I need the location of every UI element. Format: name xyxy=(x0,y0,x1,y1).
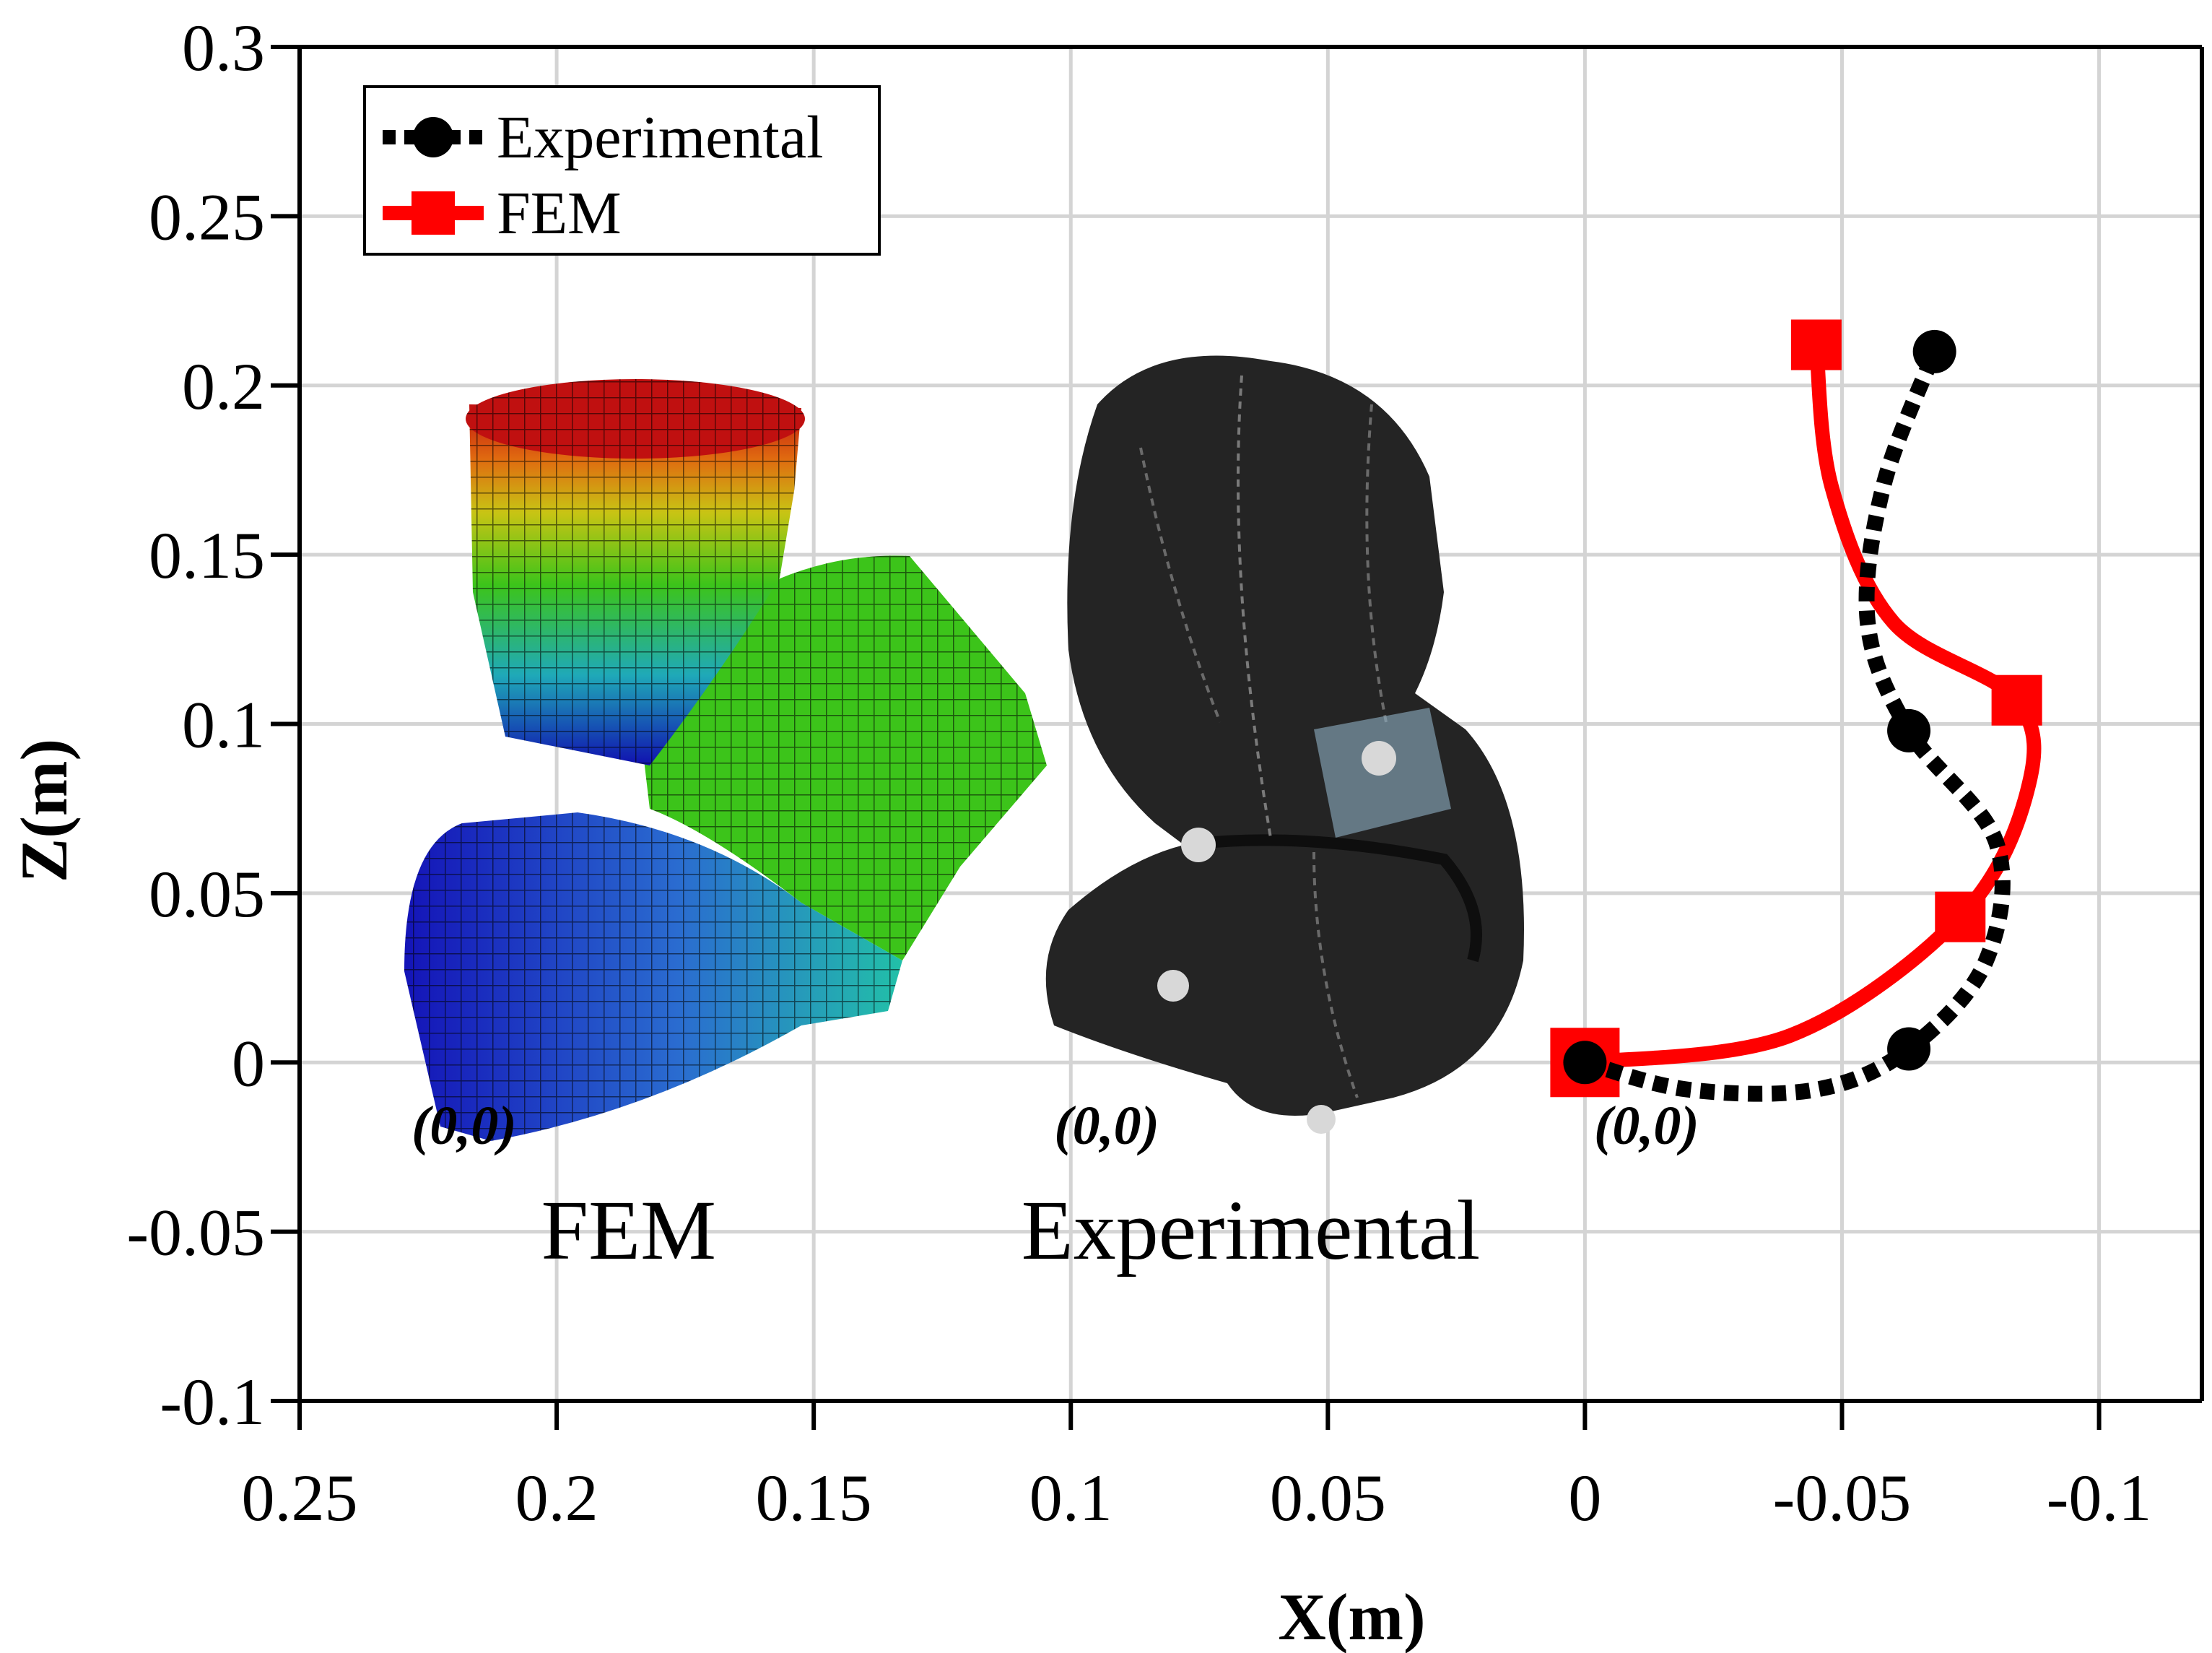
x-tick-label: -0.1 xyxy=(2047,1461,2152,1535)
series-line-fem xyxy=(1584,344,2042,1070)
axes xyxy=(271,45,2204,1430)
legend: Experimental FEM xyxy=(363,85,881,256)
y-tick-label: 0.2 xyxy=(182,350,265,423)
x-tick-label: 0.2 xyxy=(515,1461,598,1535)
labels: 0.25 0.2 0.15 0.1 0.05 0 -0.05 -0.1 0.3 0.25 0.2 0.… xyxy=(7,11,2151,1653)
y-tick-label: 0.3 xyxy=(182,11,265,84)
y-tick-label: -0.1 xyxy=(160,1365,265,1439)
x-tick-label: 0.15 xyxy=(756,1461,872,1535)
experimental-robot-image xyxy=(1045,355,1524,1134)
data-point-experimental xyxy=(1887,708,1931,752)
x-tick-label: 0.25 xyxy=(242,1461,358,1535)
fem-model-image xyxy=(404,379,1047,1141)
x-tick-label: 0.1 xyxy=(1029,1461,1112,1535)
caption-fem: FEM xyxy=(541,1183,716,1277)
x-axis-label: X(m) xyxy=(1278,1580,1425,1653)
data-point-fem xyxy=(1935,891,1986,942)
data-point-fem xyxy=(1790,319,1842,370)
y-tick-label: 0 xyxy=(232,1026,265,1100)
origin-annotation: (0,0) xyxy=(412,1096,517,1156)
x-tick-label: -0.05 xyxy=(1773,1461,1912,1535)
series xyxy=(1550,319,2042,1102)
y-tick-label: 0.05 xyxy=(149,857,265,931)
data-point-fem xyxy=(1991,674,2042,726)
x-tick-label: 0 xyxy=(1568,1461,1601,1535)
origin-annotation: (0,0) xyxy=(1594,1096,1699,1156)
legend-label-fem: FEM xyxy=(497,180,622,247)
caption-experimental: Experimental xyxy=(1022,1183,1481,1277)
data-point-experimental xyxy=(1563,1041,1607,1085)
data-point-experimental xyxy=(1912,329,1956,373)
y-tick-label: 0.25 xyxy=(149,180,265,253)
legend-label-experimental: Experimental xyxy=(497,104,823,171)
legend-marker-fem xyxy=(412,191,455,235)
legend-marker-experimental xyxy=(413,117,453,157)
data-point-experimental xyxy=(1887,1027,1931,1071)
y-tick-label: -0.05 xyxy=(126,1196,265,1270)
series-line-experimental xyxy=(1582,348,2011,1102)
y-axis-label: Z(m) xyxy=(7,739,81,882)
y-tick-label: 0.15 xyxy=(149,519,265,592)
origin-annotation: (0,0) xyxy=(1054,1096,1159,1156)
x-tick-label: 0.05 xyxy=(1270,1461,1386,1535)
y-tick-label: 0.1 xyxy=(182,688,265,762)
